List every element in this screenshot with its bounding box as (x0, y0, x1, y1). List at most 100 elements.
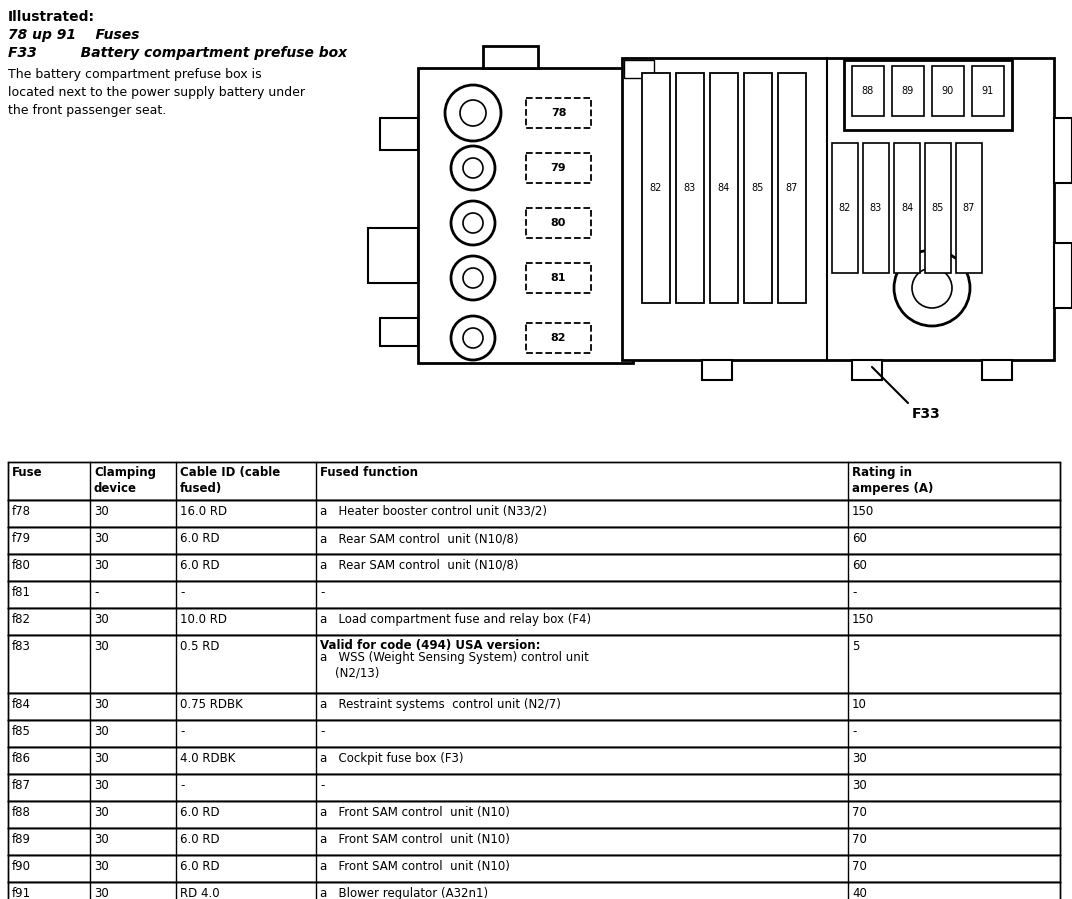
Text: Cable ID (cable
fused): Cable ID (cable fused) (180, 466, 280, 495)
Text: f84: f84 (12, 698, 31, 711)
Text: -: - (321, 586, 325, 599)
Text: 30: 30 (94, 613, 108, 626)
Text: Rating in
amperes (A): Rating in amperes (A) (852, 466, 934, 495)
Text: 10.0 RD: 10.0 RD (180, 613, 227, 626)
Bar (778, 73, 806, 303)
Bar (8, 693, 1060, 720)
Text: 5: 5 (852, 640, 860, 653)
Text: -: - (180, 779, 184, 792)
Text: Clamping
device: Clamping device (94, 466, 157, 495)
Bar (379, 318, 418, 346)
Bar (368, 228, 418, 283)
Text: a   Load compartment fuse and relay box (F4): a Load compartment fuse and relay box (F… (321, 613, 591, 626)
Text: 90: 90 (942, 86, 954, 96)
Text: -: - (852, 725, 857, 738)
Bar (1054, 118, 1072, 183)
Circle shape (463, 268, 483, 288)
Text: a   WSS (Weight Sensing System) control unit
    (N2/13): a WSS (Weight Sensing System) control un… (321, 651, 589, 680)
Text: 6.0 RD: 6.0 RD (180, 559, 220, 572)
Bar (8, 720, 1060, 747)
Text: -: - (852, 586, 857, 599)
Text: 30: 30 (852, 752, 867, 765)
Text: -: - (321, 725, 325, 738)
Bar (956, 143, 982, 273)
Text: 30: 30 (94, 505, 108, 518)
Text: 10: 10 (852, 698, 867, 711)
Text: a   Rear SAM control  unit (N10/8): a Rear SAM control unit (N10/8) (321, 559, 519, 572)
Text: 82: 82 (650, 183, 662, 193)
Circle shape (894, 250, 970, 326)
Bar (483, 46, 538, 68)
Text: Fuse: Fuse (12, 466, 43, 479)
Text: 78 up 91    Fuses: 78 up 91 Fuses (8, 28, 139, 42)
Text: 0.5 RD: 0.5 RD (180, 640, 220, 653)
Bar (932, 66, 964, 116)
Text: a   Rear SAM control  unit (N10/8): a Rear SAM control unit (N10/8) (321, 532, 519, 545)
Text: 30: 30 (94, 833, 108, 846)
Bar (8, 635, 1060, 693)
Text: 70: 70 (852, 806, 867, 819)
Text: The battery compartment prefuse box is
located next to the power supply battery : The battery compartment prefuse box is l… (8, 68, 306, 117)
Bar (852, 360, 882, 380)
Bar (8, 855, 1060, 882)
Text: 84: 84 (718, 183, 730, 193)
Circle shape (460, 100, 486, 126)
Text: 70: 70 (852, 860, 867, 873)
Text: f90: f90 (12, 860, 31, 873)
Text: 30: 30 (94, 725, 108, 738)
Text: 6.0 RD: 6.0 RD (180, 860, 220, 873)
Bar (8, 828, 1060, 855)
Bar (8, 774, 1060, 801)
Bar (8, 527, 1060, 554)
Text: f89: f89 (12, 833, 31, 846)
Text: RD 4.0: RD 4.0 (180, 887, 220, 899)
Text: f82: f82 (12, 613, 31, 626)
Bar (972, 66, 1004, 116)
Text: a   Heater booster control unit (N33/2): a Heater booster control unit (N33/2) (321, 505, 547, 518)
Text: f85: f85 (12, 725, 31, 738)
Circle shape (463, 213, 483, 233)
Text: a   Front SAM control  unit (N10): a Front SAM control unit (N10) (321, 806, 510, 819)
Text: 30: 30 (94, 752, 108, 765)
Text: 83: 83 (869, 203, 882, 213)
Text: 4.0 RDBK: 4.0 RDBK (180, 752, 236, 765)
Bar (744, 73, 772, 303)
Text: 30: 30 (94, 860, 108, 873)
Circle shape (451, 146, 495, 190)
Circle shape (451, 201, 495, 245)
Text: 150: 150 (852, 613, 875, 626)
Circle shape (463, 158, 483, 178)
Text: 70: 70 (852, 833, 867, 846)
Text: 80: 80 (551, 218, 566, 228)
Bar (8, 608, 1060, 635)
Bar (8, 462, 1060, 500)
Text: -: - (321, 779, 325, 792)
Text: -: - (180, 725, 184, 738)
Text: 30: 30 (94, 532, 108, 545)
Bar (8, 554, 1060, 581)
Bar (676, 73, 704, 303)
Text: a   Front SAM control  unit (N10): a Front SAM control unit (N10) (321, 833, 510, 846)
Text: 6.0 RD: 6.0 RD (180, 833, 220, 846)
Bar (642, 73, 670, 303)
Text: f78: f78 (12, 505, 31, 518)
Bar (526, 153, 591, 183)
Text: 60: 60 (852, 559, 867, 572)
Text: F33         Battery compartment prefuse box: F33 Battery compartment prefuse box (8, 46, 347, 60)
Text: 78: 78 (551, 108, 566, 118)
Text: 79: 79 (551, 163, 566, 173)
Text: 81: 81 (551, 273, 566, 283)
Text: 82: 82 (838, 203, 851, 213)
Text: Illustrated:: Illustrated: (8, 10, 95, 24)
Text: 91: 91 (982, 86, 994, 96)
Bar (852, 66, 884, 116)
Text: 30: 30 (94, 806, 108, 819)
Text: 83: 83 (684, 183, 696, 193)
Text: Fused function: Fused function (321, 466, 418, 479)
Text: f79: f79 (12, 532, 31, 545)
Text: 40: 40 (852, 887, 867, 899)
Bar (526, 263, 591, 293)
Text: 87: 87 (963, 203, 976, 213)
Text: -: - (180, 586, 184, 599)
Bar (8, 882, 1060, 899)
